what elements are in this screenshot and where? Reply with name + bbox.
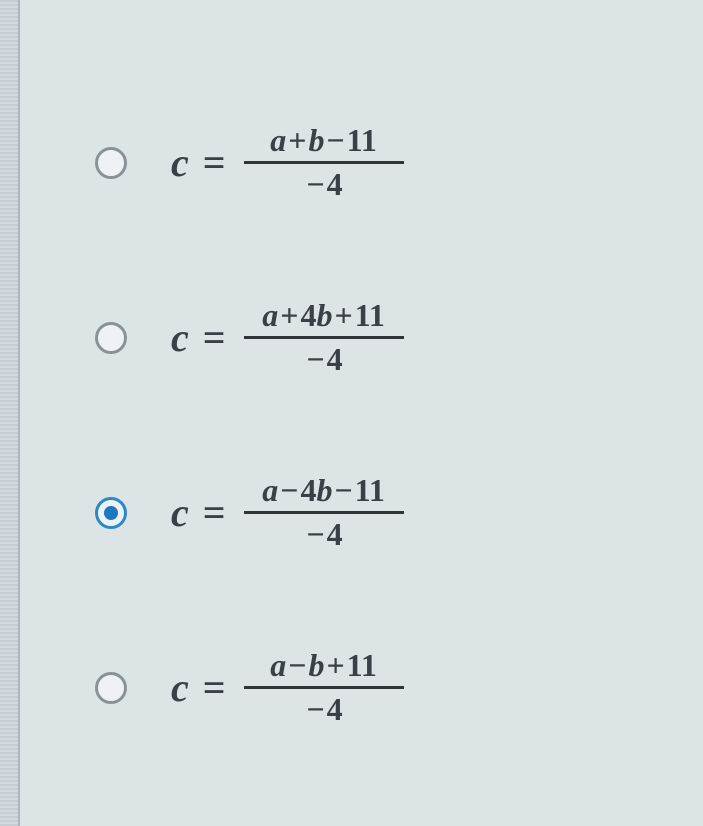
- fraction: a−b+11−4: [244, 645, 404, 730]
- radio-button[interactable]: [95, 672, 127, 704]
- fraction: a−4b−11−4: [244, 470, 404, 555]
- fraction-numerator: a−b+11: [264, 645, 383, 686]
- equation: c = a−b+11−4: [171, 645, 404, 730]
- equation: c = a−4b−11−4: [171, 470, 404, 555]
- radio-button[interactable]: [95, 147, 127, 179]
- equation-lhs: c: [171, 489, 189, 536]
- equals-sign: =: [203, 489, 226, 536]
- option-row[interactable]: c = a−b+11−4: [95, 645, 615, 730]
- left-rail: [0, 0, 20, 826]
- fraction-numerator: a−4b−11: [256, 470, 391, 511]
- equation-lhs: c: [171, 314, 189, 361]
- option-row[interactable]: c = a+4b+11−4: [95, 295, 615, 380]
- fraction: a+4b+11−4: [244, 295, 404, 380]
- equals-sign: =: [203, 139, 226, 186]
- option-row[interactable]: c = a−4b−11−4: [95, 470, 615, 555]
- options-list: c=a+b−11−4c=a+4b+11−4c=a−4b−11−4c=a−b+11…: [95, 120, 615, 820]
- option-row[interactable]: c = a+b−11−4: [95, 120, 615, 205]
- equation-lhs: c: [171, 139, 189, 186]
- fraction-denominator: −4: [298, 514, 348, 555]
- fraction-denominator: −4: [298, 339, 348, 380]
- fraction-denominator: −4: [298, 164, 348, 205]
- equals-sign: =: [203, 314, 226, 361]
- radio-button[interactable]: [95, 497, 127, 529]
- fraction: a+b−11−4: [244, 120, 404, 205]
- fraction-numerator: a+b−11: [264, 120, 383, 161]
- equation: c = a+4b+11−4: [171, 295, 404, 380]
- fraction-denominator: −4: [298, 689, 348, 730]
- equation: c = a+b−11−4: [171, 120, 404, 205]
- radio-button[interactable]: [95, 322, 127, 354]
- fraction-numerator: a+4b+11: [256, 295, 391, 336]
- equation-lhs: c: [171, 664, 189, 711]
- equals-sign: =: [203, 664, 226, 711]
